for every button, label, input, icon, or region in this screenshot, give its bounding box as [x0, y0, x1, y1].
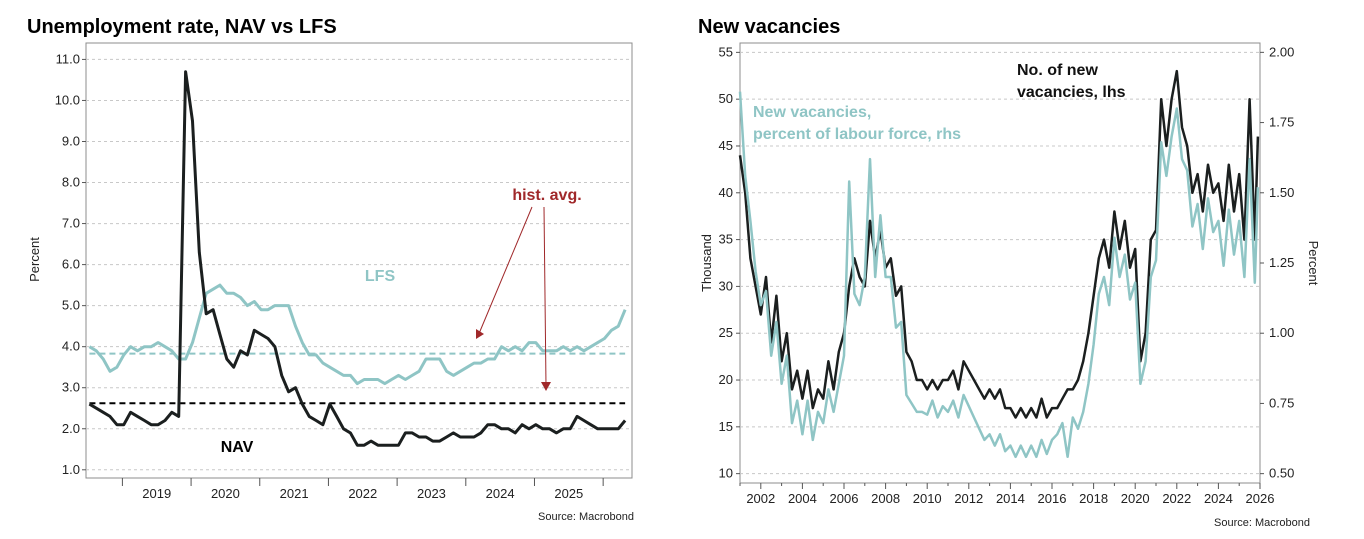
- x-tick-label: 2002: [746, 491, 775, 506]
- x-tick-label: 2024: [1204, 491, 1233, 506]
- y-tick-label: 20: [719, 372, 733, 387]
- y-tick-label: 30: [719, 278, 733, 293]
- y2-tick-label: 0.50: [1269, 466, 1294, 481]
- series-label-share: percent of labour force, rhs: [753, 126, 961, 143]
- chart-title: New vacancies: [698, 16, 841, 38]
- y-tick-label: 25: [719, 325, 733, 340]
- y-tick-label: 5.0: [62, 298, 80, 313]
- x-tick-label: 2022: [1162, 491, 1191, 506]
- y-tick-label: 9.0: [62, 133, 80, 148]
- y-tick-label: 11.0: [56, 51, 80, 66]
- x-tick-label: 2019: [142, 486, 171, 501]
- y-axis-label: Percent: [27, 237, 42, 282]
- y2-tick-label: 1.25: [1269, 255, 1294, 270]
- x-tick-label: 2018: [1079, 491, 1108, 506]
- y-tick-label: 4.0: [62, 339, 80, 354]
- x-tick-label: 2006: [830, 491, 859, 506]
- chart-title: Unemployment rate, NAV vs LFS: [27, 16, 337, 38]
- y2-tick-label: 2.00: [1269, 44, 1294, 59]
- unemployment-plot: 1.0 2.0 3.0 4.0 5.0 6.0 7.0 8.0 9.0 10.0 11.0 2019 2…: [27, 42, 633, 501]
- y-tick-label: 1.0: [62, 462, 80, 477]
- vacancies-plot: 10 15 20 25 30 35 40 45 50 55 0.50 0.75 1.00 1.25 1.50…: [699, 42, 1321, 506]
- y-tick-label: 2.0: [62, 421, 80, 436]
- y-tick-label: 45: [719, 138, 733, 153]
- annotation-arrow: [543, 206, 547, 387]
- series-label-share: New vacancies,: [753, 104, 871, 121]
- series-label-lfs: LFS: [365, 268, 396, 285]
- series-label-count: No. of new: [1017, 62, 1098, 79]
- x-tick-label: 2023: [417, 486, 446, 501]
- series-label-nav: NAV: [221, 439, 254, 456]
- series-line-share: [738, 91, 1260, 459]
- x-tick-label: 2016: [1038, 491, 1067, 506]
- y-tick-label: 10.0: [55, 92, 80, 107]
- annotation-arrowhead: [476, 329, 484, 339]
- y2-axis-label: Percent: [1306, 241, 1321, 286]
- x-tick-label: 2020: [211, 486, 240, 501]
- y-axis-label: Thousand: [699, 234, 714, 292]
- x-tick-label: 2021: [280, 486, 309, 501]
- y-tick-label: 15: [719, 419, 733, 434]
- series-line-count: [738, 69, 1260, 419]
- y2-tick-label: 1.00: [1269, 325, 1294, 340]
- x-tick-label: 2010: [913, 491, 942, 506]
- y2-tick-label: 0.75: [1269, 395, 1294, 410]
- chart-unemployment: Unemployment rate, NAV vs LFS 1.0 2.0 3.0 4…: [27, 16, 634, 523]
- series-line-nav: [88, 70, 627, 447]
- x-tick-label: 2022: [348, 486, 377, 501]
- y-tick-label: 3.0: [62, 380, 80, 395]
- y-tick-label: 10: [719, 466, 733, 481]
- annotation-arrowhead: [541, 382, 551, 391]
- annotation-hist-avg: hist. avg.: [512, 187, 581, 204]
- y-tick-label: 6.0: [62, 257, 80, 272]
- annotation-arrow: [477, 206, 533, 337]
- x-tick-label: 2026: [1246, 491, 1275, 506]
- plot-frame: [85, 42, 633, 479]
- x-tick-label: 2014: [996, 491, 1025, 506]
- source-note: Source: Macrobond: [538, 511, 634, 523]
- y-tick-label: 7.0: [62, 216, 80, 231]
- x-tick-label: 2024: [486, 486, 515, 501]
- x-tick-label: 2004: [788, 491, 817, 506]
- series-label-count: vacancies, lhs: [1017, 84, 1126, 101]
- y-tick-label: 50: [719, 91, 733, 106]
- x-tick-label: 2025: [554, 486, 583, 501]
- y-tick-label: 40: [719, 185, 733, 200]
- x-tick-label: 2020: [1121, 491, 1150, 506]
- y-tick-label: 55: [719, 44, 733, 59]
- chart-vacancies: New vacancies 10 15 20 25 30 35 40 45 50 55 0.50 0.…: [682, 0, 1364, 539]
- y-tick-label: 35: [719, 232, 733, 247]
- y-tick-label: 8.0: [62, 175, 80, 190]
- y2-tick-label: 1.50: [1269, 185, 1294, 200]
- x-tick-label: 2008: [871, 491, 900, 506]
- x-tick-label: 2012: [954, 491, 983, 506]
- y2-tick-label: 1.75: [1269, 115, 1294, 130]
- source-note: Source: Macrobond: [1214, 517, 1310, 529]
